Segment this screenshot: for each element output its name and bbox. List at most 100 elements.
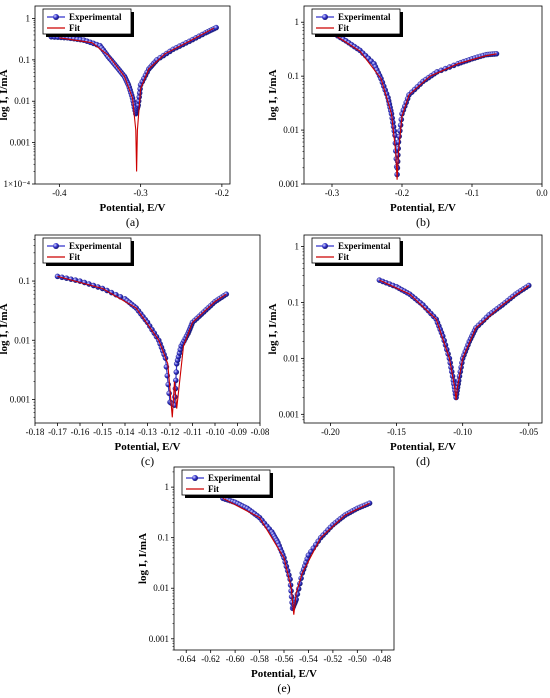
- legend-label-fit: Fit: [338, 252, 349, 262]
- y-axis-title: log I, I/mA: [0, 69, 10, 120]
- y-tick-label: 0.1: [19, 55, 30, 65]
- x-tick-label: -0.16: [71, 427, 90, 437]
- legend-marker-experimental: [322, 14, 328, 20]
- x-tick-label: -0.3: [325, 188, 340, 198]
- legend-label-experimental: Experimental: [208, 473, 261, 483]
- y-tick-label: 0.01: [283, 125, 299, 135]
- x-tick-label: -0.10: [206, 427, 225, 437]
- x-tick-label: -0.1: [465, 188, 479, 198]
- x-tick-label: -0.20: [321, 427, 340, 437]
- x-axis-title: Potential, E/V: [100, 202, 166, 214]
- fit-line: [57, 275, 227, 418]
- y-tick-label: 0.001: [279, 179, 299, 189]
- panel-label: (a): [126, 215, 139, 229]
- x-tick-label: -0.09: [228, 427, 247, 437]
- plot-area: [220, 495, 373, 615]
- y-tick-label: 0.001: [10, 138, 30, 148]
- experimental-point: [213, 24, 219, 31]
- plot-area: [376, 277, 532, 401]
- panel-label: (c): [141, 454, 154, 468]
- y-tick-label: 0.1: [158, 533, 169, 543]
- y-tick-label: 0.01: [153, 583, 169, 593]
- x-tick-label: -0.08: [251, 427, 270, 437]
- legend-label-fit: Fit: [338, 23, 349, 33]
- y-axis-title: log I, I/mA: [0, 303, 10, 354]
- x-tick-label: -0.58: [250, 654, 269, 664]
- experimental-point: [396, 133, 402, 140]
- chart-panel: -0.18 -0.17 -0.16 -0.15 -0.14 -0.13 -0.12 -0.11…: [0, 234, 270, 468]
- x-tick-label: -0.54: [299, 654, 318, 664]
- plot-frame: [303, 234, 543, 424]
- y-tick-label: 1: [165, 482, 170, 492]
- x-tick-label: -0.60: [226, 654, 245, 664]
- plot-area: [329, 29, 500, 180]
- experimental-line: [57, 275, 227, 407]
- y-tick-label: 0.01: [14, 96, 30, 106]
- x-tick-label: -0.52: [324, 654, 343, 664]
- y-axis-title: log I, I/mA: [137, 533, 149, 584]
- legend-box: [311, 237, 401, 264]
- legend-label-fit: Fit: [69, 252, 80, 262]
- x-tick-label: -0.2: [215, 188, 229, 198]
- legend-box: [311, 8, 401, 35]
- legend-box: [181, 469, 271, 496]
- y-tick-label: 0.1: [288, 297, 299, 307]
- legend-label-experimental: Experimental: [69, 241, 122, 251]
- y-tick-label: 0.01: [283, 353, 299, 363]
- plot-area: [48, 24, 219, 172]
- chart-panel: -0.20 -0.15 -0.10 -0.05 0.001 0.01 0.1 1 Potenti…: [267, 234, 543, 468]
- x-tick-label: 0.0: [536, 188, 548, 198]
- experimental-point: [395, 139, 402, 145]
- x-tick-label: -0.12: [161, 427, 180, 437]
- fit-line: [59, 27, 215, 172]
- experimental-point: [173, 369, 180, 375]
- x-tick-label: -0.10: [453, 427, 472, 437]
- legend-label-experimental: Experimental: [338, 12, 391, 22]
- y-tick-label: 0.001: [279, 409, 299, 419]
- x-axis-title: Potential, E/V: [390, 441, 456, 453]
- x-axis-title: Potential, E/V: [251, 668, 317, 680]
- x-tick-label: -0.05: [519, 427, 538, 437]
- chart-panel: -0.4 -0.3 -0.2 1×10⁻⁴ 0.001 0.01 0.1 1 Potential…: [0, 5, 231, 229]
- legend-label-experimental: Experimental: [338, 241, 391, 251]
- legend-label-fit: Fit: [69, 23, 80, 33]
- legend-marker-experimental: [53, 14, 59, 20]
- y-tick-label: 0.1: [19, 276, 30, 286]
- x-tick-label: -0.2: [395, 188, 409, 198]
- y-tick-label: 0.1: [288, 71, 299, 81]
- fit-line: [379, 279, 530, 401]
- legend-box: [42, 8, 132, 35]
- x-tick-label: -0.3: [134, 188, 149, 198]
- legend-label-fit: Fit: [208, 484, 219, 494]
- x-tick-label: -0.17: [48, 427, 67, 437]
- x-tick-label: -0.50: [348, 654, 367, 664]
- x-tick-label: -0.11: [183, 427, 201, 437]
- x-tick-label: -0.56: [275, 654, 294, 664]
- y-tick-label: 1: [26, 13, 31, 23]
- fit-line: [331, 32, 497, 180]
- y-tick-label: 0.001: [149, 634, 169, 644]
- fit-line: [222, 497, 370, 615]
- y-tick-label: 1: [295, 241, 300, 251]
- legend-marker-experimental: [322, 243, 328, 249]
- x-tick-label: -0.18: [26, 427, 45, 437]
- x-tick-label: -0.15: [93, 427, 112, 437]
- x-axis-title: Potential, E/V: [390, 202, 456, 214]
- x-tick-label: -0.4: [52, 188, 67, 198]
- experimental-line: [331, 31, 497, 175]
- y-tick-label: 1: [295, 17, 300, 27]
- x-tick-label: -0.14: [116, 427, 135, 437]
- y-tick-label: 0.001: [10, 394, 30, 404]
- x-tick-label: -0.13: [138, 427, 157, 437]
- y-tick-label: 1×10⁻⁴: [4, 179, 30, 189]
- plot-area: [54, 273, 230, 418]
- y-tick-label: 0.01: [14, 335, 30, 345]
- chart-panel: -0.3 -0.2 -0.1 0.0 0.001 0.01 0.1 1 Potential, E…: [267, 5, 548, 229]
- legend-marker-experimental: [192, 475, 198, 481]
- x-tick-label: -0.15: [387, 427, 406, 437]
- y-axis-title: log I, I/mA: [267, 69, 279, 120]
- plot-frame: [303, 5, 543, 185]
- plot-frame: [34, 5, 231, 185]
- x-tick-label: -0.48: [372, 654, 391, 664]
